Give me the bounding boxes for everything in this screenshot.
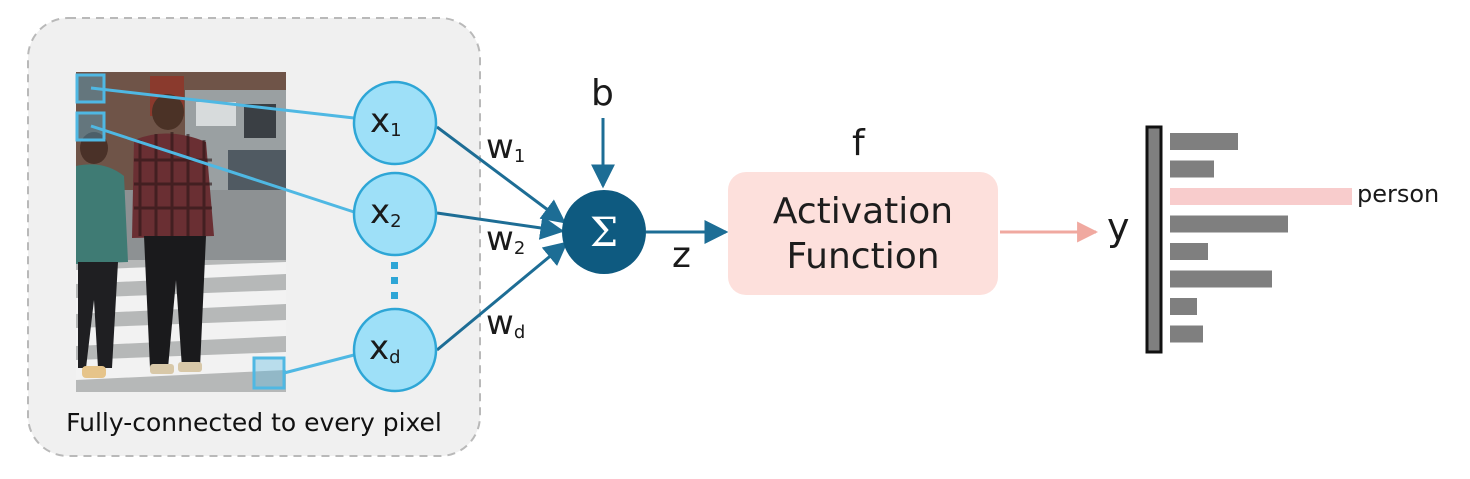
street-photo [76, 72, 286, 392]
pixel-square-d [252, 356, 286, 390]
weight-arrow-1 [436, 125, 566, 224]
weight-label-d: wd [486, 303, 526, 343]
activation-function-box: Activation Function [728, 172, 998, 295]
output-bars [1170, 133, 1352, 343]
output-bar [1170, 325, 1203, 343]
z-label: z [672, 235, 691, 276]
pixel-line-2 [90, 124, 355, 214]
output-bar [1170, 160, 1214, 178]
output-label: y [1107, 205, 1130, 249]
weight-arrow-2 [436, 211, 565, 240]
input-node-2 [352, 171, 438, 257]
input-label-d: xd [369, 328, 401, 368]
weight-arrow-d [436, 241, 568, 352]
weight-label-2: w2 [486, 219, 526, 259]
output-bar [1170, 298, 1197, 315]
pixel-square-2 [75, 111, 106, 142]
output-bar [1170, 270, 1272, 288]
output-bar [1170, 133, 1238, 150]
bias-label: b [591, 73, 614, 114]
sum-symbol: Σ [590, 210, 618, 256]
activation-line-1: Activation [772, 190, 954, 232]
output-vector-bar [1145, 125, 1163, 354]
pixel-line-1 [90, 86, 355, 120]
f-label: f [852, 123, 865, 164]
pixel-line-d [283, 353, 355, 375]
weight-label-1: w1 [486, 127, 526, 167]
input-node-d [352, 307, 438, 393]
sum-node [562, 190, 646, 274]
highlight-label: person [1357, 180, 1440, 208]
output-bar [1170, 243, 1208, 260]
ellipsis-dots [391, 262, 398, 299]
input-node-1 [352, 80, 438, 166]
panel-caption: Fully-connected to every pixel [66, 408, 442, 437]
activation-line-2: Function [786, 235, 940, 277]
output-bar [1170, 215, 1288, 233]
input-label-2: x2 [370, 192, 402, 232]
input-label-1: x1 [370, 101, 402, 141]
output-bar-highlight [1170, 188, 1352, 205]
